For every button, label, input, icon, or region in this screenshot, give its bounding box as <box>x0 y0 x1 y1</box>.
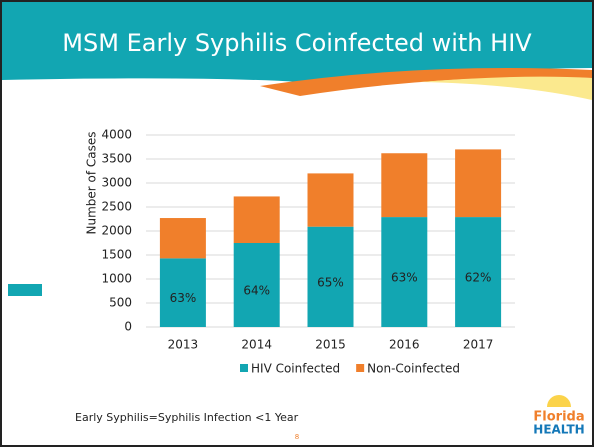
slide-title: MSM Early Syphilis Coinfected with HIV <box>62 29 532 57</box>
share-label: 62% <box>465 271 492 285</box>
side-accent <box>8 284 42 296</box>
swoosh-orange <box>260 68 592 96</box>
y-tick-label: 0 <box>124 320 132 334</box>
bar-segment <box>159 258 206 327</box>
x-tick-label: 2017 <box>463 338 494 352</box>
share-label: 65% <box>317 275 344 289</box>
legend-label: Non-Coinfected <box>367 362 460 376</box>
x-tick-label: 2016 <box>389 338 420 352</box>
bar-segment <box>307 173 354 227</box>
page-number: 8 <box>295 433 299 441</box>
x-tick-label: 2015 <box>315 338 346 352</box>
bar-segment <box>233 243 280 327</box>
x-tick-label: 2014 <box>241 338 272 352</box>
bar-segment <box>307 226 354 327</box>
bar-segment <box>455 217 502 327</box>
bar-segment <box>233 196 280 243</box>
logo: Florida HEALTH <box>533 395 585 439</box>
y-tick-label: 3500 <box>101 152 132 166</box>
bar-segment <box>455 149 502 218</box>
title-banner <box>2 2 592 82</box>
y-tick-label: 3000 <box>101 176 132 190</box>
y-tick-label: 2000 <box>101 224 132 238</box>
y-tick-label: 1500 <box>101 248 132 262</box>
legend-swatch <box>240 364 248 372</box>
share-label: 64% <box>243 284 270 298</box>
share-label: 63% <box>170 291 197 305</box>
logo-mask <box>540 407 578 439</box>
footnote: Early Syphilis=Syphilis Infection <1 Yea… <box>75 411 299 424</box>
logo-line2: HEALTH <box>533 423 584 437</box>
share-label: 63% <box>391 271 418 285</box>
y-tick-label: 2500 <box>101 200 132 214</box>
legend-swatch <box>356 364 365 372</box>
y-tick-label: 4000 <box>101 128 132 142</box>
legend-label: HIV Coinfected <box>251 362 340 376</box>
bar-segment <box>159 218 206 259</box>
y-axis-label: Number of Cases <box>85 131 99 234</box>
swoosh-yellow <box>420 76 592 100</box>
y-tick-label: 1000 <box>101 272 132 286</box>
y-tick-label: 500 <box>109 296 132 310</box>
bar-segment <box>381 153 428 218</box>
bar-segment <box>381 217 428 327</box>
logo-line1: Florida <box>533 410 584 425</box>
x-tick-label: 2013 <box>168 338 199 352</box>
